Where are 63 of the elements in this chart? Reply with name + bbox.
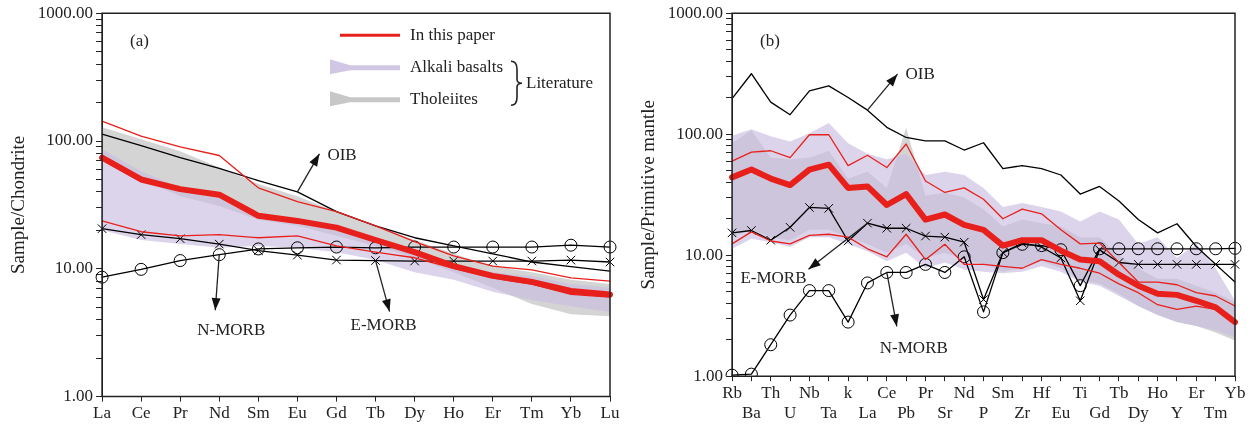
x-tick-label: Nd [208,403,231,423]
x-tick-label: Ba [741,403,762,423]
y-tick-label: 1000.00 [667,2,724,22]
x-tick-label: k [843,382,853,402]
x-tick-label: Ce [877,382,897,402]
x-tick-label: Ho [443,403,465,423]
x-tick-label: Dy [1127,403,1150,423]
x-tick-label: Sm [247,403,270,423]
x-tick-label: Gd [1089,403,1111,423]
x-tick-label: Rb [722,382,742,402]
annotation: E-MORB [740,267,807,287]
x-tick-label: Hf [1032,382,1051,402]
annotation: OIB [905,63,935,83]
x-tick-label: Pr [917,382,934,402]
x-tick-label: Sm [991,382,1015,402]
x-tick-label: Th [761,382,781,402]
annotation: E-MORB [350,315,417,335]
legend-label: Tholeiites [410,88,478,108]
y-tick-label: 10.00 [684,244,724,264]
x-tick-label: Pb [897,403,916,423]
x-tick-label: Tb [366,403,386,423]
annotation: N-MORB [879,337,948,357]
x-tick-label: Er [1188,382,1205,402]
annotation: (a) [130,30,149,50]
x-tick-label: Tm [1203,403,1228,423]
x-tick-label: Nd [953,382,976,402]
x-tick-label: Yb [1224,382,1246,402]
x-tick-label: La [858,403,877,423]
y-axis-title: Sample/Primitive mantle [637,99,659,290]
x-tick-label: Sr [937,403,953,423]
x-tick-label: Ti [1072,382,1088,402]
x-tick-label: Zr [1014,403,1031,423]
x-tick-label: Tb [1109,382,1129,402]
x-tick-label: Lu [600,403,620,423]
x-tick-label: Eu [1051,403,1071,423]
x-tick-label: Dy [404,403,426,423]
annotation: OIB [327,145,357,165]
x-tick-label: Ce [131,403,151,423]
x-tick-label: U [783,403,797,423]
y-tick-label: 100.00 [46,130,94,150]
y-axis-title: Sample/Chondrite [7,135,29,275]
x-tick-label: Nb [799,382,820,402]
y-tick-label: 1.00 [693,365,724,385]
x-tick-label: Y [1170,403,1184,423]
y-tick-label: 1.00 [63,386,94,406]
x-tick-label: Ta [820,403,838,423]
x-tick-label: P [978,403,989,423]
legend-label: In this paper [410,24,496,44]
y-tick-label: 1000.00 [37,2,94,22]
y-tick-label: 10.00 [54,258,94,278]
x-tick-label: Ho [1147,382,1169,402]
y-tick-label: 100.00 [676,123,724,143]
annotation: Literature [526,72,594,92]
legend-label: Alkali basalts [410,56,504,76]
x-tick-label: Gd [326,403,348,423]
x-tick-label: Yb [560,403,582,423]
annotation: N-MORB [197,319,266,339]
annotation: (b) [760,30,780,50]
x-tick-label: Pr [172,403,189,423]
x-tick-label: Eu [287,403,308,423]
x-tick-label: Tm [520,403,544,423]
x-tick-label: Er [484,403,502,423]
x-tick-label: La [93,403,112,423]
